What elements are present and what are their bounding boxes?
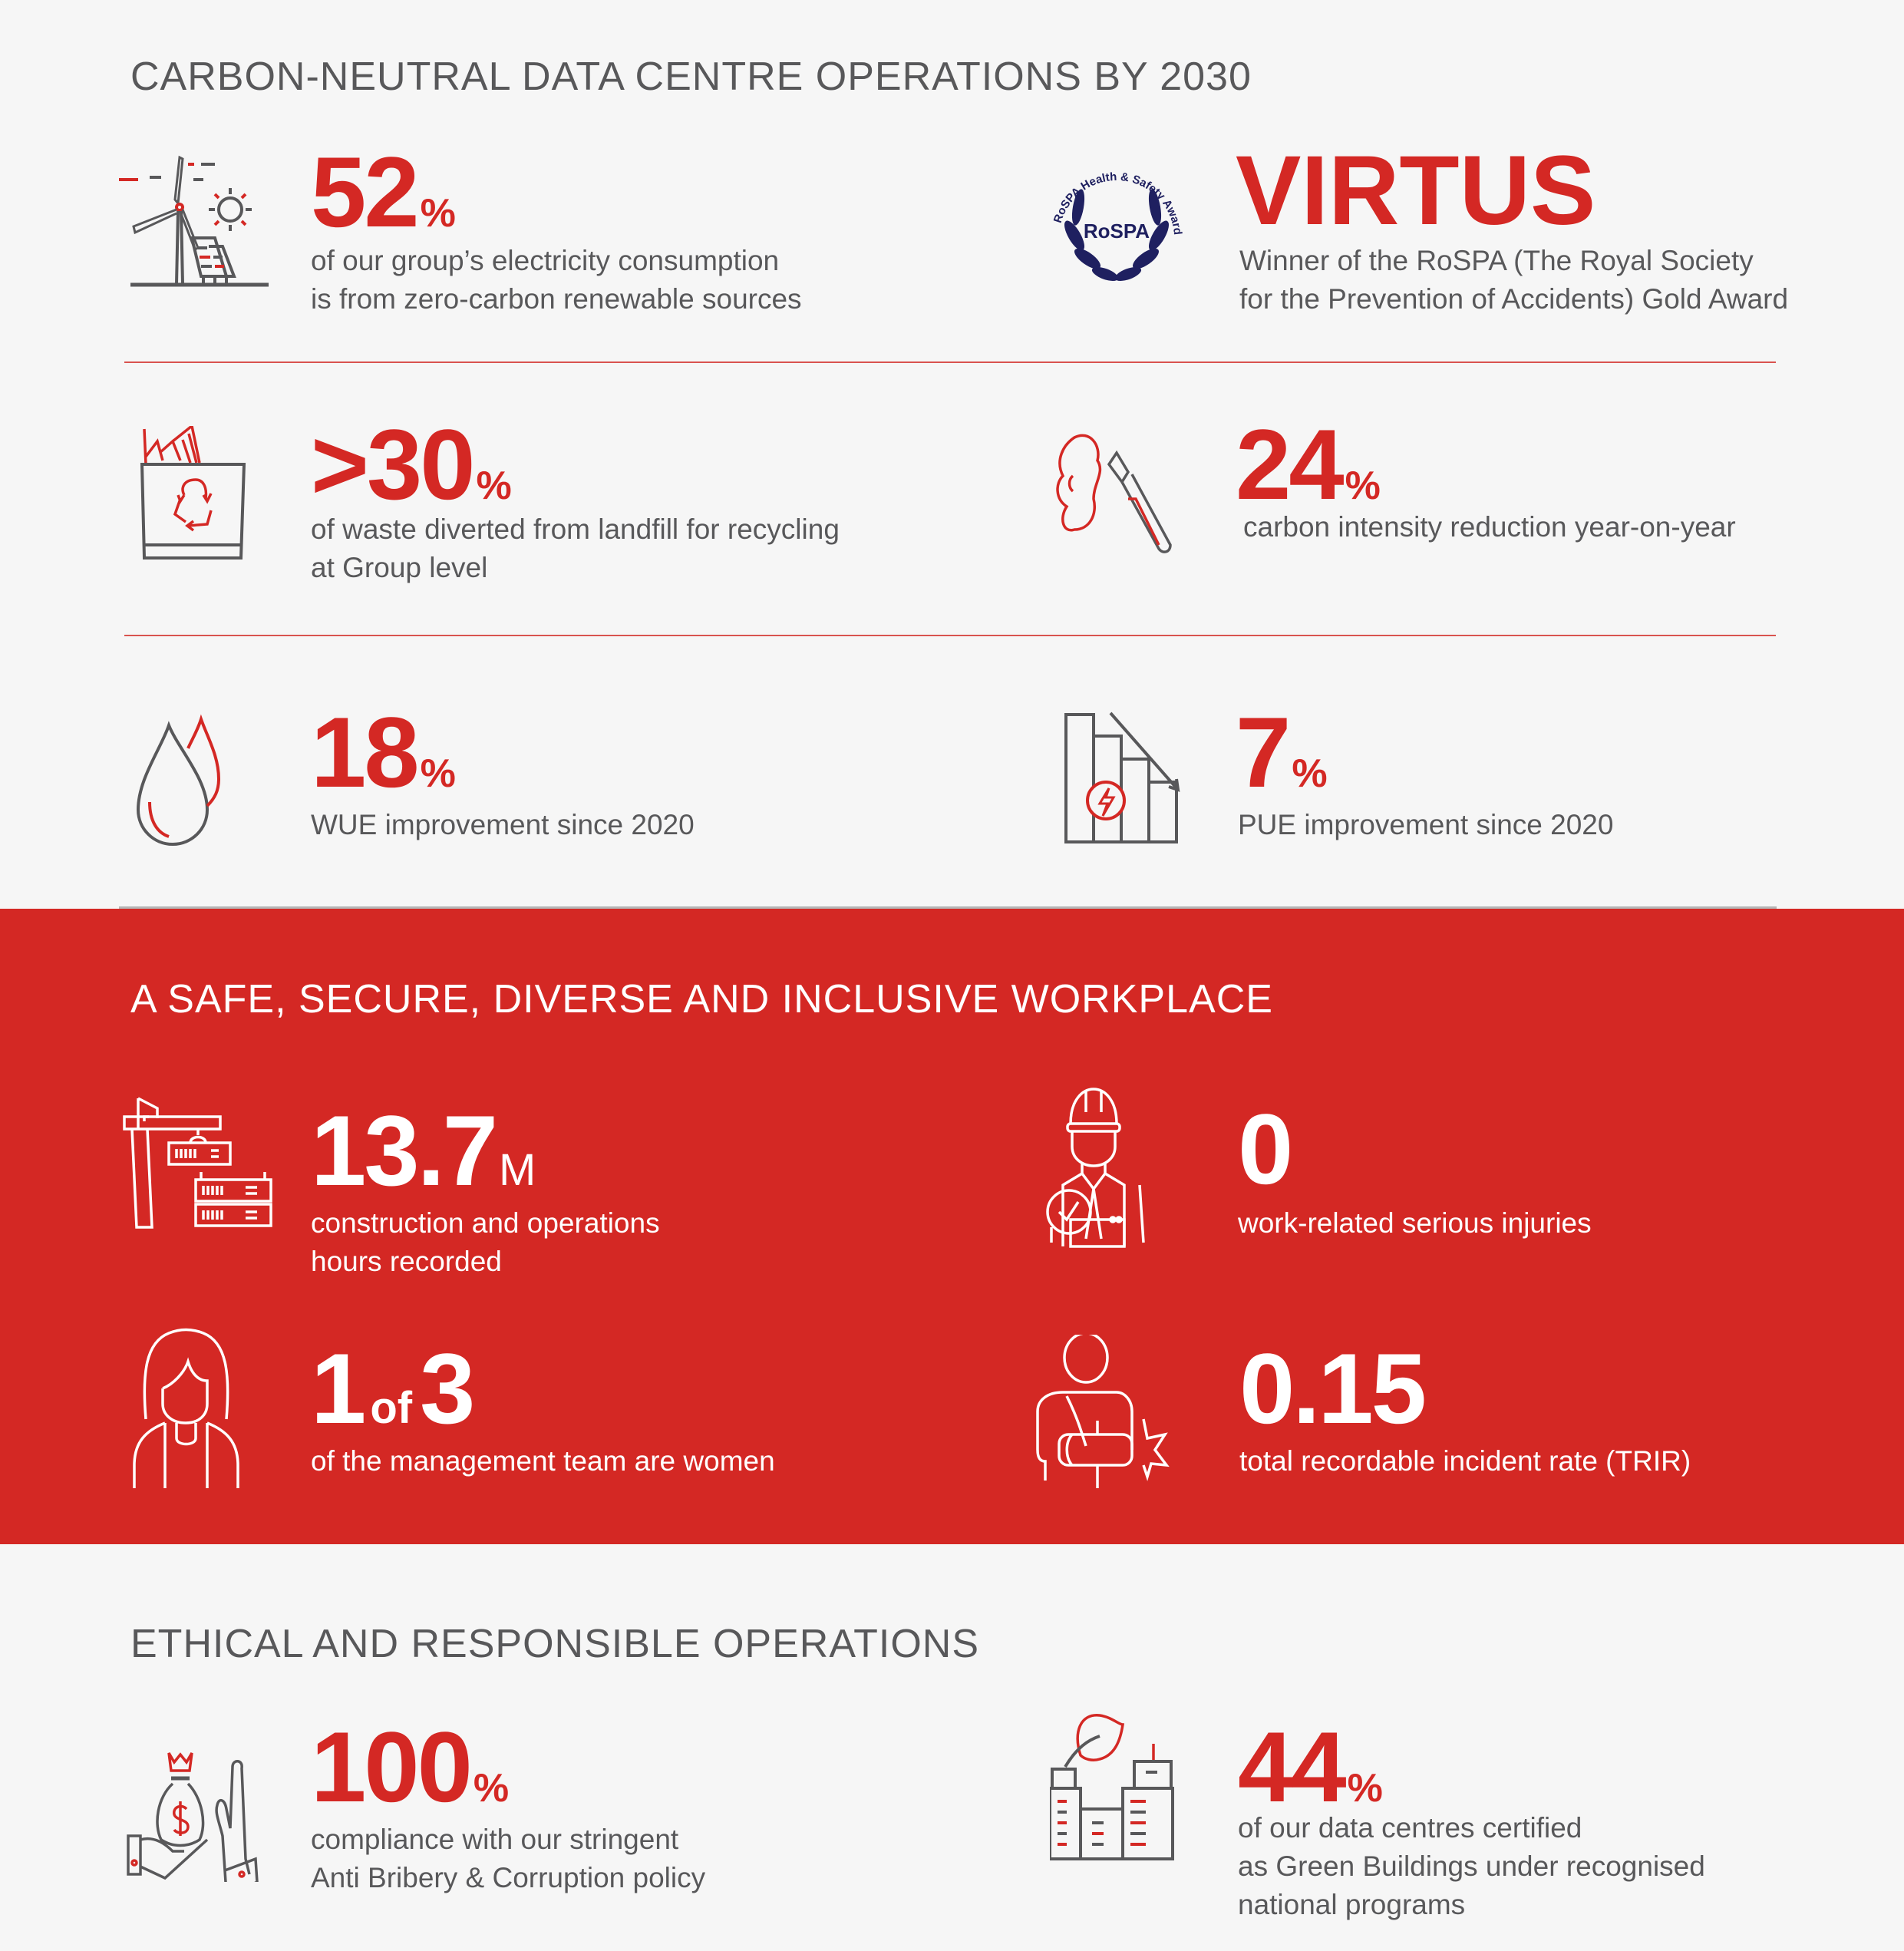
stat-value: 18 [311, 696, 420, 808]
divider [119, 906, 1777, 910]
carbon-test-tube-icon [1051, 430, 1205, 560]
stat-unit: % [473, 1766, 510, 1811]
green-building-leaf-icon [1050, 1709, 1188, 1863]
stat-value: 7 [1236, 696, 1291, 808]
water-drops-icon [130, 710, 253, 848]
stat-value-denominator: 3 [420, 1332, 475, 1444]
stat-renewable-electricity: 52% of our group’s electricity consumpti… [115, 142, 883, 326]
stat-desc-line: PUE improvement since 2020 [1238, 809, 1614, 840]
stat-rospa-award: RoSPA Health & Safety Awards RoSPA VIRTU… [1040, 142, 1807, 326]
injured-person-sling-icon [1036, 1335, 1190, 1496]
stat-desc-line: is from zero-carbon renewable sources [311, 283, 802, 315]
stat-value: 24 [1236, 408, 1345, 520]
stat-women-management: 1 of3 of the management team are women [130, 1327, 898, 1496]
stat-value: VIRTUS [1236, 136, 1596, 246]
stat-value: 100 [311, 1711, 473, 1823]
stat-value: 0.15 [1239, 1332, 1427, 1444]
stat-desc-line: of our group’s electricity consumption [311, 245, 780, 276]
stat-desc-line: carbon intensity reduction year-on-year [1243, 511, 1736, 543]
stat-desc-line: construction and operations [311, 1207, 660, 1239]
stat-desc-line: national programs [1238, 1889, 1466, 1920]
stat-desc-line: Anti Bribery & Corruption policy [311, 1862, 706, 1893]
section-title: CARBON-NEUTRAL DATA CENTRE OPERATIONS BY… [130, 54, 1252, 99]
rospa-award-logo: RoSPA Health & Safety Awards RoSPA [1040, 150, 1193, 288]
stat-value: >30 [311, 408, 476, 520]
stat-desc-line: compliance with our stringent [311, 1824, 679, 1855]
stat-value: 13.7 [311, 1094, 498, 1207]
stat-desc-line: of our data centres certified [1238, 1812, 1582, 1844]
refuse-bribe-icon [127, 1751, 280, 1882]
woman-icon [130, 1327, 253, 1488]
divider [124, 361, 1776, 363]
stat-serious-injuries: 0 work-related serious injuries [1040, 1085, 1807, 1285]
stat-anti-bribery: 100% compliance with our stringent Anti … [127, 1717, 894, 1901]
crane-servers-icon [123, 1097, 276, 1235]
section-workplace: A SAFE, SECURE, DIVERSE AND INCLUSIVE WO… [0, 909, 1904, 1544]
stat-value: 0 [1238, 1093, 1293, 1205]
stat-value: 1 [311, 1332, 366, 1444]
stat-value: 52 [311, 136, 420, 248]
stat-carbon-intensity: 24% carbon intensity reduction year-on-y… [1040, 414, 1807, 599]
stat-waste-diverted: >30% of waste diverted from landfill for… [115, 414, 883, 599]
stat-unit: % [1292, 751, 1328, 796]
stat-of: of [370, 1383, 413, 1433]
section-carbon-neutral: CARBON-NEUTRAL DATA CENTRE OPERATIONS BY… [0, 0, 1904, 910]
stat-desc-line: work-related serious injuries [1238, 1207, 1592, 1239]
stat-desc-line: Winner of the RoSPA (The Royal Society [1239, 245, 1754, 276]
stat-unit: % [476, 464, 512, 508]
stat-unit: % [1345, 464, 1381, 508]
recycling-bin-icon [138, 426, 253, 572]
svg-text:RoSPA: RoSPA [1084, 220, 1150, 243]
stat-trir: 0.15 total recordable incident rate (TRI… [1036, 1335, 1803, 1504]
energy-decrease-chart-icon [1063, 710, 1193, 848]
stat-desc-line: for the Prevention of Accidents) Gold Aw… [1239, 283, 1789, 315]
stat-value: 44 [1238, 1711, 1347, 1823]
divider [124, 635, 1776, 636]
wind-solar-energy-icon [115, 150, 276, 288]
stat-desc-line: of waste diverted from landfill for recy… [311, 513, 840, 545]
safety-worker-icon [1040, 1085, 1178, 1262]
stat-pue-improvement: 7% PUE improvement since 2020 [1040, 702, 1807, 871]
stat-desc-line: WUE improvement since 2020 [311, 809, 695, 840]
stat-hours-recorded: 13.7M construction and operations hours … [123, 1097, 890, 1296]
stat-unit: % [1347, 1766, 1383, 1811]
stat-wue-improvement: 18% WUE improvement since 2020 [115, 702, 883, 871]
stat-desc-line: at Group level [311, 552, 488, 583]
stat-green-buildings: 44% of our data centres certified as Gre… [1050, 1709, 1817, 1932]
stat-desc-line: hours recorded [311, 1246, 502, 1277]
stat-desc-line: of the management team are women [311, 1445, 775, 1477]
stat-desc-line: total recordable incident rate (TRIR) [1239, 1445, 1691, 1477]
stat-unit: M [499, 1145, 536, 1195]
stat-desc-line: as Green Buildings under recognised [1238, 1850, 1705, 1882]
stat-unit: % [420, 191, 456, 236]
stat-unit: % [420, 751, 456, 796]
section-ethical: ETHICAL AND RESPONSIBLE OPERATIONS 100% … [0, 1544, 1904, 1951]
section-title: ETHICAL AND RESPONSIBLE OPERATIONS [130, 1622, 980, 1666]
section-title: A SAFE, SECURE, DIVERSE AND INCLUSIVE WO… [130, 977, 1273, 1022]
